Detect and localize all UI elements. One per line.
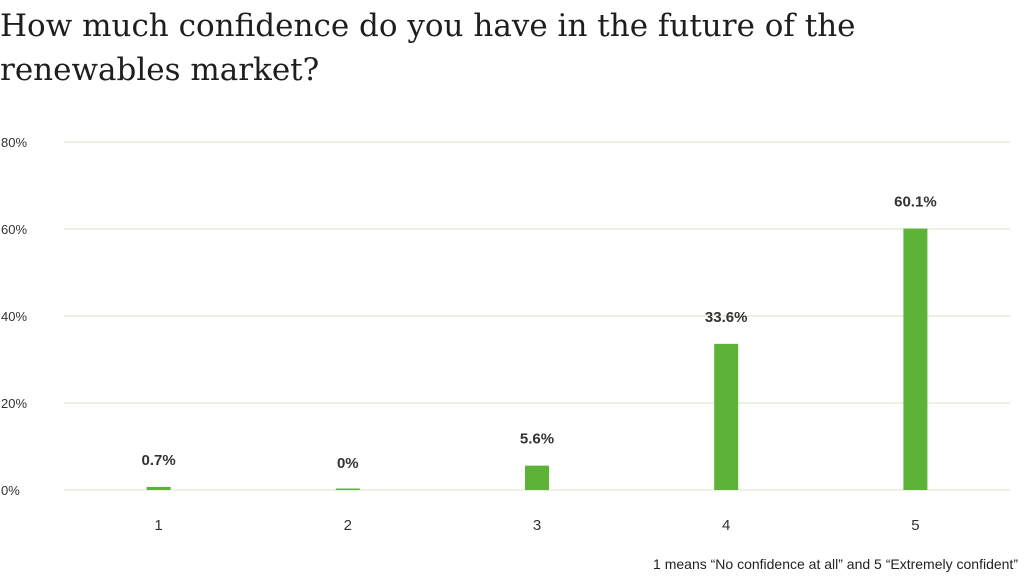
x-category-label-5: 5 bbox=[911, 517, 919, 534]
x-category-label-1: 1 bbox=[154, 517, 162, 534]
bar-4 bbox=[714, 343, 739, 490]
y-tick-label: 20% bbox=[1, 396, 27, 411]
data-label-2: 0% bbox=[337, 455, 359, 472]
bar-5 bbox=[903, 228, 928, 490]
chart-title: How much confidence do you have in the f… bbox=[0, 8, 856, 88]
y-tick-label: 40% bbox=[1, 309, 27, 324]
x-axis-categories: 1 2 3 4 5 bbox=[154, 517, 919, 534]
y-tick-label: 0% bbox=[1, 483, 20, 498]
bar-2 bbox=[335, 488, 360, 490]
bar-1 bbox=[146, 486, 171, 490]
data-label-5: 60.1% bbox=[894, 194, 937, 211]
bars bbox=[146, 228, 928, 490]
bar-3 bbox=[525, 465, 549, 490]
data-label-4: 33.6% bbox=[705, 309, 748, 326]
x-category-label-2: 2 bbox=[344, 517, 352, 534]
data-label-1: 0.7% bbox=[141, 452, 175, 469]
y-axis-ticks: 0% 20% 40% 60% 80% bbox=[1, 135, 27, 498]
x-category-label-3: 3 bbox=[533, 517, 541, 534]
y-tick-label: 60% bbox=[1, 222, 27, 237]
scale-footnote: 1 means “No confidence at all” and 5 “Ex… bbox=[653, 556, 1018, 572]
data-label-3: 5.6% bbox=[520, 431, 554, 448]
x-category-label-4: 4 bbox=[722, 517, 730, 534]
data-labels: 0.7% 0% 5.6% 33.6% 60.1% bbox=[141, 194, 936, 472]
y-tick-label: 80% bbox=[1, 135, 27, 150]
